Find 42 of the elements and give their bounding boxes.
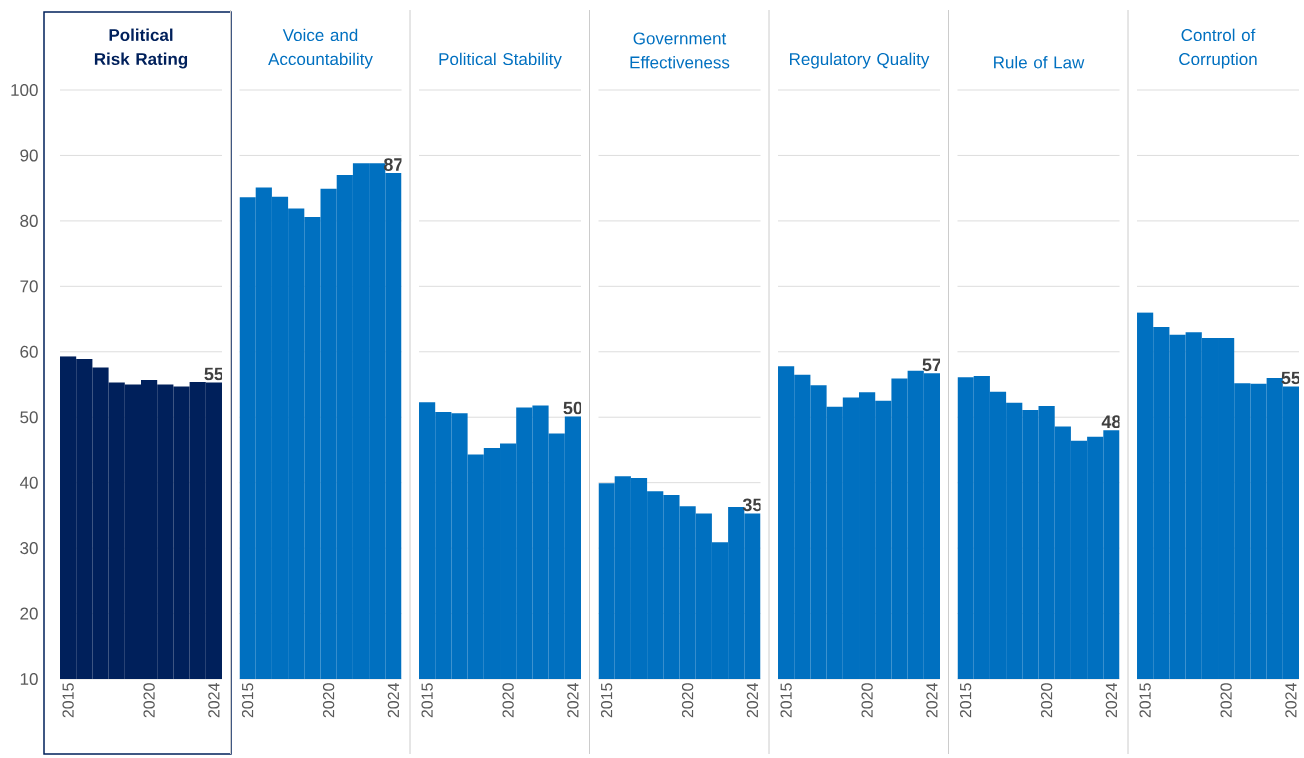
- x-tick-label: 2015: [600, 683, 613, 718]
- y-tick-label: 100: [11, 83, 38, 97]
- y-tick-label: 30: [20, 542, 38, 555]
- chart-title: Government Effectiveness: [630, 32, 730, 69]
- x-tick-label: 2020: [1040, 683, 1053, 718]
- chart-title: Political Stability: [439, 52, 562, 69]
- x-tick-label: 2020: [322, 683, 335, 718]
- y-tick-label: 20: [20, 607, 38, 620]
- x-tick-label: 2020: [143, 683, 155, 718]
- chart-title: Regulatory Quality: [790, 52, 930, 69]
- data-label: 48: [1101, 415, 1121, 429]
- x-tick-label: 2024: [1105, 683, 1118, 718]
- x-tick-label: 2015: [421, 683, 433, 718]
- y-tick-label: 60: [20, 345, 38, 358]
- x-tick-label: 2015: [780, 683, 792, 718]
- y-tick-label: 40: [19, 476, 38, 489]
- x-tick-label: 2015: [1139, 683, 1151, 718]
- x-tick-label: 2015: [241, 683, 254, 718]
- chart-title: Control of Corruption: [1179, 28, 1257, 69]
- y-tick-label: 50: [20, 411, 38, 424]
- x-tick-label: 2015: [959, 683, 972, 718]
- x-tick-label: 2024: [746, 683, 759, 718]
- x-tick-label: 2024: [926, 683, 938, 718]
- x-tick-label: 2024: [567, 683, 579, 718]
- data-label: 87: [383, 158, 403, 171]
- y-tick-label: 70: [20, 280, 38, 293]
- x-tick-label: 2024: [1285, 683, 1297, 718]
- x-tick-label: 2024: [208, 683, 220, 718]
- chart-title: Political Risk Rating: [94, 28, 188, 69]
- x-tick-label: 2024: [387, 683, 400, 718]
- chart-title: Voice and Accountability: [268, 28, 373, 69]
- x-tick-label: 2020: [681, 683, 694, 718]
- y-tick-label: 90: [20, 149, 38, 162]
- data-label: 35: [742, 498, 762, 512]
- y-tick-label: 80: [20, 214, 38, 227]
- chart-title: Rule of Law: [994, 55, 1085, 69]
- y-tick-label: 10: [20, 672, 38, 686]
- x-tick-label: 2020: [1220, 683, 1232, 718]
- x-tick-label: 2015: [62, 683, 74, 718]
- x-tick-label: 2020: [502, 683, 514, 718]
- x-tick-label: 2020: [861, 683, 873, 718]
- data-label: 57: [922, 358, 942, 372]
